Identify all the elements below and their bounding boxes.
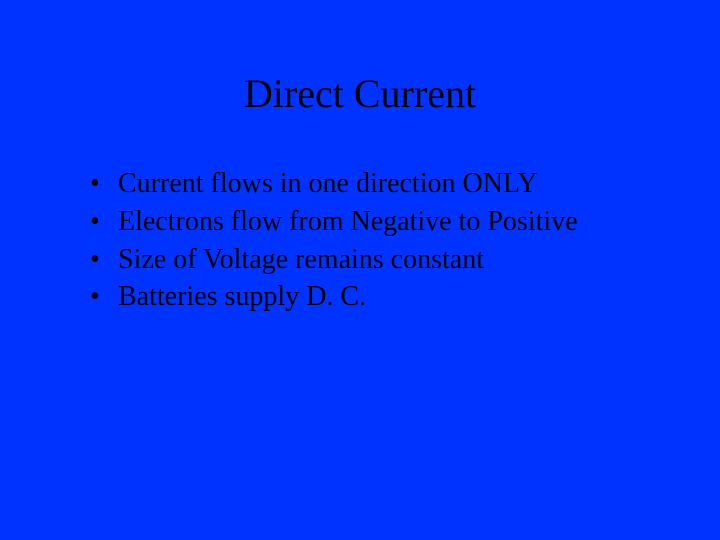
bullet-text: Size of Voltage remains constant — [118, 241, 680, 279]
slide-title: Direct Current — [0, 70, 720, 117]
list-item: • Current flows in one direction ONLY — [90, 165, 680, 203]
bullet-text: Current flows in one direction ONLY — [118, 165, 680, 203]
list-item: • Size of Voltage remains constant — [90, 241, 680, 279]
bullet-icon: • — [90, 278, 118, 316]
list-item: • Batteries supply D. C. — [90, 278, 680, 316]
list-item: • Electrons flow from Negative to Positi… — [90, 203, 680, 241]
bullet-text: Batteries supply D. C. — [118, 278, 680, 316]
bullet-icon: • — [90, 241, 118, 279]
bullet-icon: • — [90, 203, 118, 241]
bullet-list: • Current flows in one direction ONLY • … — [0, 165, 720, 316]
slide: Direct Current • Current flows in one di… — [0, 0, 720, 540]
bullet-text: Electrons flow from Negative to Positive — [118, 203, 680, 241]
bullet-icon: • — [90, 165, 118, 203]
